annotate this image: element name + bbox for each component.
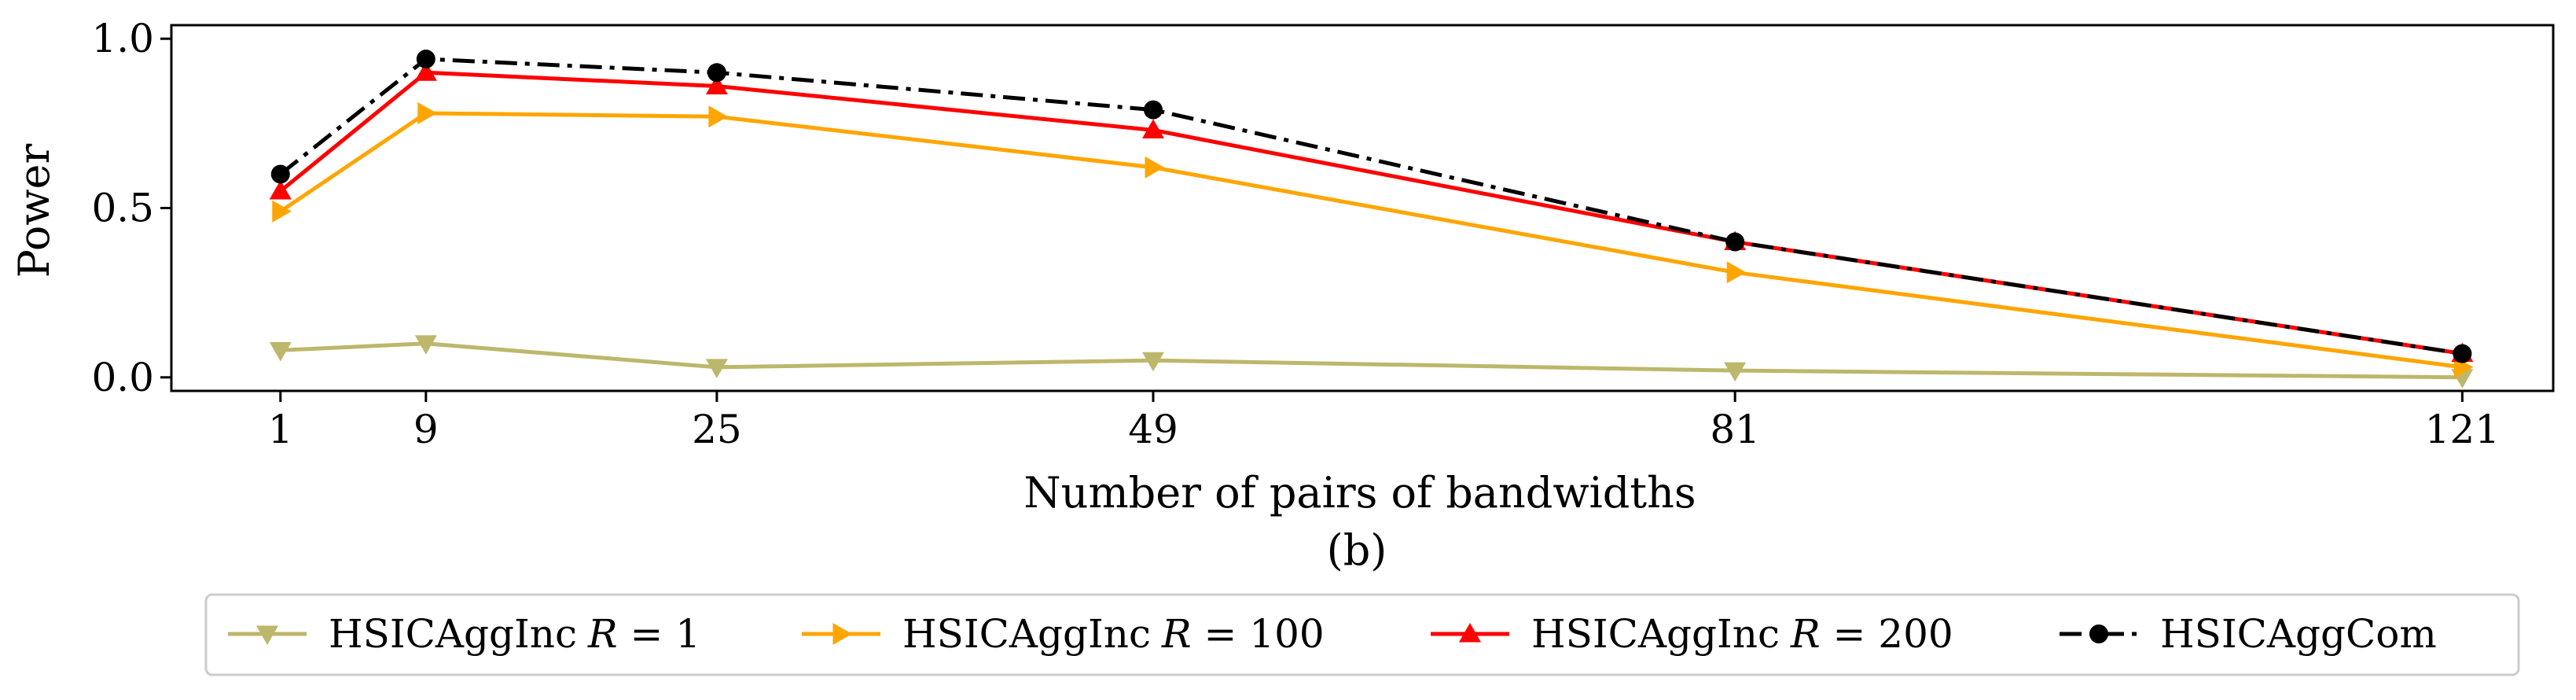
legend-marker [832,623,852,645]
legend-param-value: = 200 [1821,611,1953,657]
x-tick-label: 25 [692,407,742,452]
series-line [280,341,2463,380]
x-axis-label: Number of pairs of bandwidths [1023,468,1696,518]
data-point [414,335,437,355]
y-tick-label: 0.5 [91,186,154,231]
data-point [1142,352,1165,372]
x-tick-label: 9 [413,407,439,452]
chart-caption: (b) [1327,525,1387,575]
legend-marker [2089,624,2108,643]
legend-param-name: R [587,611,618,657]
data-point [417,101,437,124]
series-4 [270,50,2472,363]
series-2 [272,101,2474,378]
legend-entry: HSICAggInc R = 1 [228,611,700,657]
legend-label: HSICAggInc R = 200 [1531,611,1953,657]
data-point [705,359,728,378]
axes-border [170,24,2555,392]
x-tick-label: 81 [1710,407,1760,452]
legend-param-value: = 100 [1192,611,1325,657]
data-point [269,341,292,362]
legend-param-name: R [1790,611,1821,657]
series-line [279,57,2463,356]
data-point [2453,344,2472,363]
data-point [272,200,292,223]
legend-series-name: HSICAggInc [902,611,1151,657]
legend-series-name: HSICAggInc [1531,611,1780,657]
y-tick-label: 0.0 [91,355,154,400]
data-point [705,75,728,94]
y-axis: 0.0 0.5 1.0 [91,16,171,400]
legend-marker [1459,623,1481,643]
series-1 [269,335,2474,389]
legend-entry: HSICAggInc R = 100 [802,611,1325,657]
x-axis: 1 9 25 49 81 121 [268,391,2500,452]
legend-param-name: R [1161,611,1192,657]
legend-label: HSICAggInc R = 1 [329,611,700,657]
legend-entry: HSICAggInc R = 200 [1431,611,1953,657]
data-point [1145,156,1165,179]
data-point [414,61,437,81]
legend-series-name: HSICAggInc [329,611,577,657]
legend-label: HSICAggCom [2160,611,2437,657]
legend-entry: HSICAggCom [2060,611,2437,657]
data-point [1726,261,1747,284]
plot-area [269,50,2474,389]
data-point [708,105,728,128]
data-point [416,50,435,69]
x-tick-label: 121 [2425,407,2500,452]
data-point [1724,362,1747,382]
data-point [1142,119,1165,138]
legend-marker [256,625,278,645]
x-tick-label: 49 [1128,407,1178,452]
legend-series-name: HSICAggCom [2160,611,2437,657]
axes-frame [170,24,2555,392]
data-point [270,164,290,184]
legend-box [204,593,2520,676]
legend: HSICAggInc R = 1 HSICAggInc R = 100 HSICAggI… [204,593,2520,676]
data-point [269,179,292,200]
series-line [279,111,2463,370]
x-tick-label: 1 [268,407,293,452]
series-3 [269,61,2474,363]
data-point [707,63,726,83]
y-axis-label: Power [9,143,59,278]
y-tick-label: 1.0 [91,16,154,61]
data-point [1144,100,1163,120]
data-point [1725,232,1745,252]
legend-param-value: = 1 [618,611,701,657]
legend-label: HSICAggInc R = 100 [902,611,1325,657]
